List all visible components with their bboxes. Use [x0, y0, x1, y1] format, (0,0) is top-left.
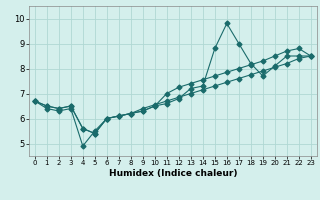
X-axis label: Humidex (Indice chaleur): Humidex (Indice chaleur) [108, 169, 237, 178]
